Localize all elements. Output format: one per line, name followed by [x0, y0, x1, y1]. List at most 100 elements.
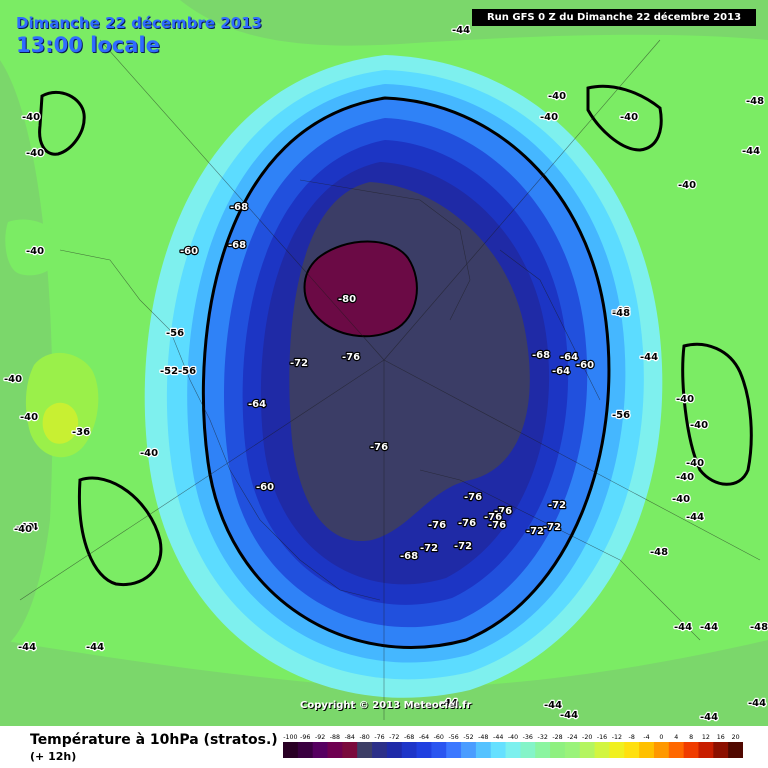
coastline-eurasia: [419, 469, 701, 641]
isotherm-label: -44: [748, 698, 766, 709]
isotherm-label: -44: [544, 700, 562, 711]
legend-tick-label: -64: [419, 734, 429, 741]
isotherm-label: -40: [678, 180, 696, 191]
isotherm-labels: -44-40-40-40-40-40-44-40-36-40-40-44 -44-…: [3, 24, 768, 724]
color-scale-legend: -100 -96 -92 -88 -84 -80 -76 -72 -68 -64 -60 -56 -52…: [283, 734, 743, 758]
variable-title: Température à 10hPa (stratos.): [30, 732, 278, 748]
legend-tick-label: 20: [732, 734, 740, 741]
legend-swatch: [609, 742, 625, 758]
legend-tick-label: -84: [345, 734, 355, 741]
legend-swatch: [594, 742, 610, 758]
isotherm-label: -44: [20, 522, 38, 533]
isotherm-label: -44: [18, 642, 36, 653]
isotherm-label: -72: [543, 522, 561, 533]
isotherm-label: -76: [464, 492, 482, 503]
coastline-north-america: [59, 249, 381, 601]
isotherm-label: -72: [420, 543, 438, 554]
legend-tick-label: -24: [567, 734, 577, 741]
legend-tick-label: -4: [643, 734, 649, 741]
isotherm-label: -72: [290, 358, 308, 369]
forecast-date: Dimanche 22 décembre 2013: [16, 14, 262, 32]
forecast-lead-time: (+ 12h): [30, 750, 77, 763]
isotherm-label: -44: [452, 25, 470, 36]
isotherm-label: -40: [20, 412, 38, 423]
isotherm-label: -72: [548, 500, 566, 511]
coastline-greenland: [299, 179, 471, 321]
contour-m40-e: [681, 342, 753, 486]
legend-swatch: [550, 742, 566, 758]
isotherm-label: -44: [700, 712, 718, 723]
isotherm-label: -68: [400, 551, 418, 562]
legend-swatch: [357, 742, 373, 758]
legend-tick-label: -72: [389, 734, 399, 741]
meridian-2: [383, 39, 661, 361]
legend-swatch: [624, 742, 640, 758]
zone-m44-left: [0, 60, 53, 650]
isotherm-label: -76: [488, 520, 506, 531]
isotherm-label: -40: [672, 494, 690, 505]
legend-tick-label: -60: [434, 734, 444, 741]
legend-swatch: [372, 742, 388, 758]
legend-tick-label: -48: [478, 734, 488, 741]
isotherm-label: -64: [560, 352, 578, 363]
isotherm-label: -68: [228, 240, 246, 251]
isotherm-label: -40: [26, 246, 44, 257]
vortex-edge-contour: [201, 96, 611, 649]
isotherm-label: -44: [440, 698, 458, 709]
isotherm-label: -76: [494, 506, 512, 517]
legend-swatch: [297, 742, 314, 758]
isotherm-label: -76: [484, 512, 502, 523]
isotherm-label: -48: [750, 622, 768, 633]
meridian-4: [19, 359, 385, 601]
isotherm-label: -56: [166, 328, 184, 339]
isotherm-label: -68: [532, 350, 550, 361]
isotherm-label: -76: [458, 518, 476, 529]
isotherm-label: -40: [540, 112, 558, 123]
meridian-3: [383, 359, 761, 561]
legend-swatch: [713, 742, 729, 758]
isotherm-label: -44: [700, 622, 718, 633]
legend-swatch: [668, 742, 685, 758]
isotherm-label: -60: [180, 246, 198, 257]
isotherm-label: -48: [612, 308, 630, 319]
legend-swatch: [653, 742, 670, 758]
legend-tick-label: 12: [702, 734, 710, 741]
legend-tick-label: -76: [374, 734, 384, 741]
legend-tick-label: -68: [404, 734, 414, 741]
isotherm-label: -48: [746, 96, 764, 107]
legend-tick-label: -56: [448, 734, 458, 741]
legend-tick-label: -8: [629, 734, 635, 741]
legend-swatch: [416, 742, 432, 758]
isotherm-label: -36: [72, 427, 90, 438]
isotherm-label: -40: [548, 91, 566, 102]
isotherm-label: -52: [160, 366, 178, 377]
model-run-banner: Run GFS 0 Z du Dimanche 22 décembre 2013: [472, 9, 756, 26]
legend-tick-label: -80: [359, 734, 369, 741]
legend-swatch: [431, 742, 447, 758]
legend-swatch: [639, 742, 655, 758]
legend-tick-label: 4: [674, 734, 678, 741]
isotherm-label: -44: [686, 512, 704, 523]
legend-swatch: [312, 742, 328, 758]
legend-swatch: [342, 742, 358, 758]
legend-tick-label: -12: [612, 734, 622, 741]
legend-tick-label: -100: [283, 734, 297, 741]
legend-tick-label: -96: [300, 734, 310, 741]
isotherm-label: -60: [576, 360, 594, 371]
legend-tick-label: -44: [493, 734, 503, 741]
isotherm-label: -44: [640, 352, 658, 363]
copyright-notice: Copyright © 2013 Meteociel.fr: [300, 700, 472, 711]
legend-swatch: [490, 742, 506, 758]
isotherm-label: -72: [526, 526, 544, 537]
legend-swatch: [535, 742, 551, 758]
legend-swatch: [461, 742, 477, 758]
legend-tick-label: -36: [523, 734, 533, 741]
legend-swatch: [564, 742, 581, 758]
isotherm-label: -56: [612, 410, 630, 421]
temperature-map: -44-40-40-40-40-40-44-40-36-40-40-44 -44-…: [0, 0, 768, 726]
isotherm-label: -40: [620, 112, 638, 123]
legend-tick-label: 16: [717, 734, 725, 741]
footer-bar: Température à 10hPa (stratos.) (+ 12h) -…: [0, 726, 768, 768]
legend-swatch: [401, 742, 417, 758]
